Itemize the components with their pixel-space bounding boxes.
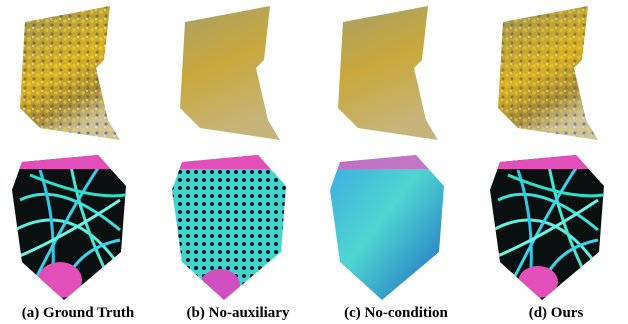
image-gt-box bbox=[10, 155, 130, 300]
image-nocond-box bbox=[328, 155, 448, 300]
image-gt-leaf bbox=[20, 6, 120, 140]
image-ours-box bbox=[488, 155, 608, 300]
image-noaux-box bbox=[170, 155, 290, 301]
caption: (b) No-auxiliary bbox=[187, 305, 290, 321]
image-nocond-leaf bbox=[338, 6, 438, 140]
figure: (a) Ground Truth (b) No-auxiliary (c) No… bbox=[0, 0, 628, 324]
caption: (c) No-condition bbox=[344, 305, 448, 321]
image-noaux-leaf bbox=[180, 6, 280, 140]
caption: (d) Ours bbox=[529, 305, 584, 321]
image-ours-leaf bbox=[498, 6, 598, 140]
caption: (a) Ground Truth bbox=[22, 305, 135, 321]
